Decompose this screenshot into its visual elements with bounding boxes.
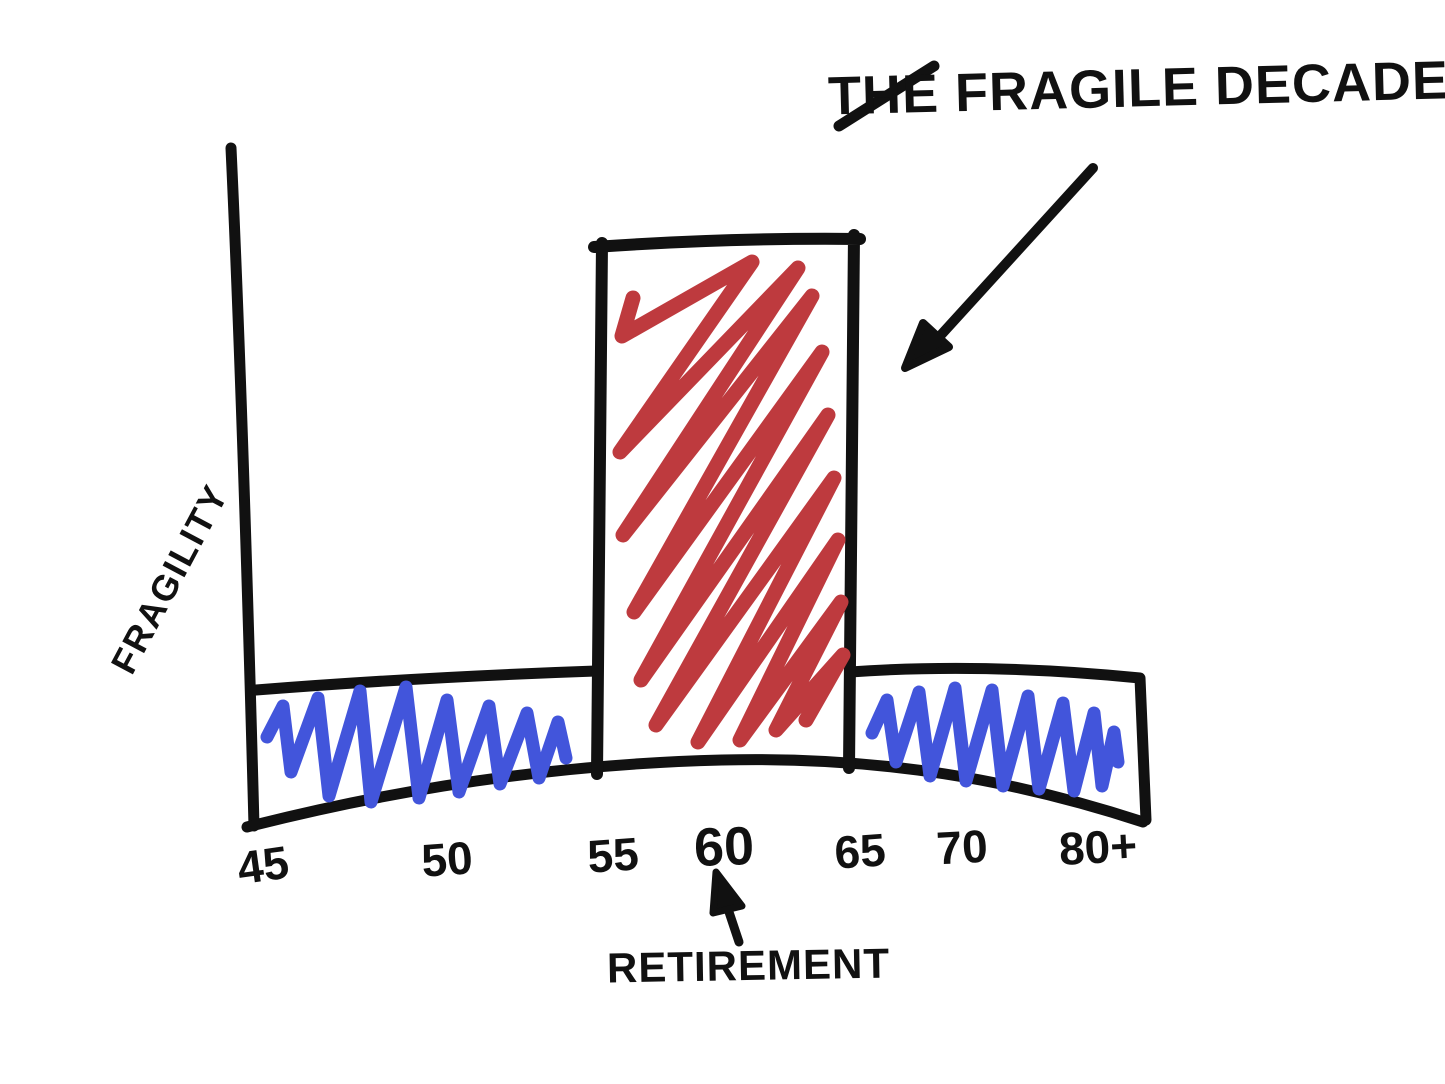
- x-tick-50: 50: [419, 831, 475, 887]
- retirement-arrow-head-icon: [709, 868, 746, 917]
- x-tick-65: 65: [832, 823, 888, 879]
- title-swash-stroke: [833, 60, 940, 132]
- title-arrow-head-icon: [901, 319, 953, 372]
- tall-bar-outline: [588, 229, 866, 780]
- left-low-bar-outline: [250, 665, 602, 696]
- red-scribble-fill: [612, 254, 851, 750]
- x-tick-60: 60: [692, 815, 756, 879]
- blue-scribble-right: [865, 681, 1125, 798]
- y-axis-line: [225, 142, 260, 832]
- x-tick-80plus: 80+: [1057, 818, 1139, 876]
- blue-scribble-left: [260, 680, 573, 809]
- title-arrow-line: [935, 163, 1098, 341]
- x-axis-baseline: [241, 754, 1149, 833]
- right-low-bar-outline: [844, 662, 1152, 826]
- retirement-annotation: RETIREMENT: [606, 939, 891, 992]
- x-tick-55: 55: [585, 827, 641, 883]
- x-tick-45: 45: [234, 835, 292, 895]
- x-tick-70: 70: [935, 819, 989, 875]
